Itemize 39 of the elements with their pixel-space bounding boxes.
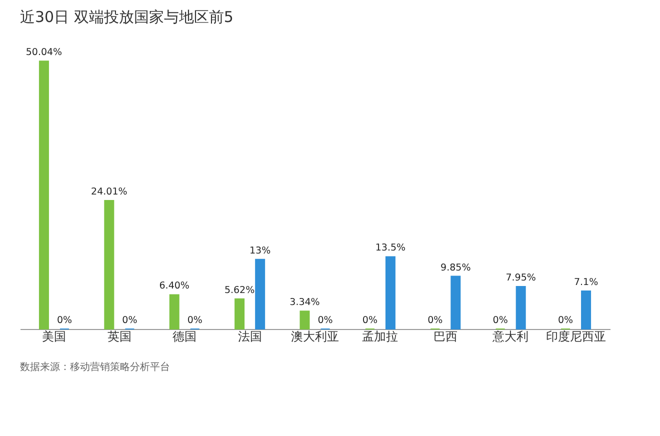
source-note: 数据来源：移动营销策略分析平台 <box>20 361 170 373</box>
data-label: 3.34% <box>290 297 320 308</box>
data-label: 7.95% <box>506 272 536 284</box>
x-tick-label: 法国 <box>238 330 262 344</box>
x-tick-label: 意大利 <box>492 330 529 344</box>
bar <box>450 276 461 330</box>
data-label: 0% <box>56 315 72 326</box>
data-label: 7.1% <box>574 276 598 288</box>
data-label: 0% <box>428 315 443 326</box>
bar <box>234 298 245 330</box>
bar <box>385 256 396 330</box>
data-label: 5.62% <box>224 284 255 296</box>
bar <box>300 310 310 330</box>
x-tick-label: 澳大利亚 <box>291 330 339 344</box>
x-tick-label: 印度尼西亚 <box>546 330 606 344</box>
chart-title: 近30日 双端投放国家与地区前5 <box>20 8 234 26</box>
data-label: 0% <box>492 315 508 326</box>
data-label: 13.5% <box>375 242 406 254</box>
data-label: 0% <box>558 315 574 326</box>
x-tick-label: 英国 <box>107 330 132 344</box>
x-tick-label: 孟加拉 <box>362 330 398 344</box>
x-tick-label: 美国 <box>42 330 66 344</box>
bar <box>516 286 526 330</box>
bar <box>169 294 180 330</box>
data-label: 9.85% <box>440 262 471 274</box>
bar <box>581 290 592 330</box>
data-label: 50.04% <box>26 47 62 58</box>
x-tick-label: 巴西 <box>433 330 458 344</box>
data-label: 0% <box>318 315 333 326</box>
bar <box>104 200 114 330</box>
x-tick-label: 德国 <box>172 330 197 344</box>
data-label: 24.01% <box>91 186 128 198</box>
data-label: 0% <box>187 315 202 326</box>
bar <box>255 258 266 330</box>
data-label: 0% <box>362 315 378 326</box>
bar <box>38 60 49 330</box>
data-label: 6.40% <box>159 280 190 292</box>
data-label: 0% <box>122 315 138 326</box>
data-label: 13% <box>250 245 271 256</box>
